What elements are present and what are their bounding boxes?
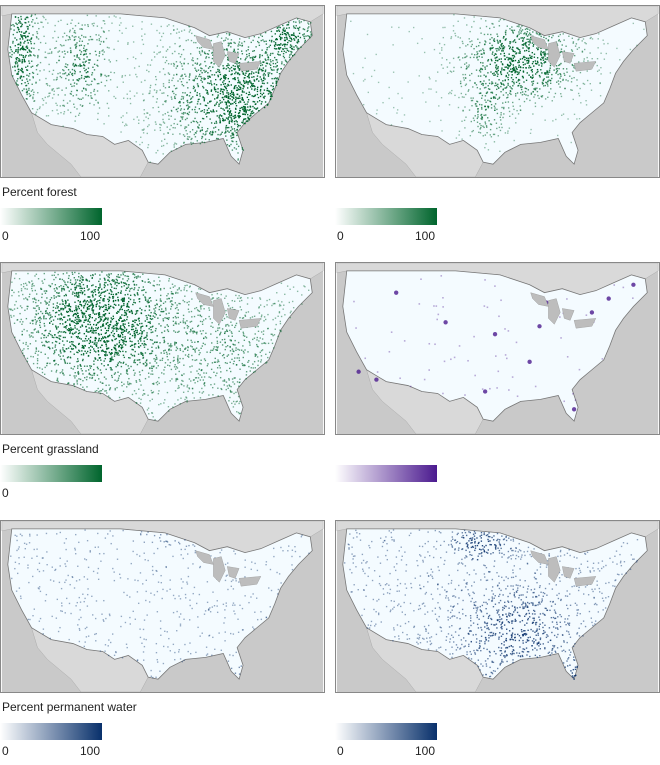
city-cluster [493, 332, 497, 336]
grassland-colorbar [0, 465, 102, 482]
city-cluster [356, 370, 360, 374]
forest-map [0, 5, 325, 178]
wetland-panel: 0 100 [335, 520, 660, 765]
developed-colorbar [335, 465, 437, 482]
forest-panel: Percent forest 0 100 [0, 5, 325, 250]
wetland-legend-max: 100 [415, 744, 435, 758]
developed-map [335, 262, 660, 435]
forest-legend-max: 100 [80, 229, 100, 243]
city-cluster [572, 407, 576, 411]
city-cluster [527, 360, 531, 364]
cropland-panel: 0 100 [335, 5, 660, 250]
grassland-legend-min: 0 [2, 486, 9, 500]
city-cluster [631, 283, 635, 287]
city-cluster [607, 296, 611, 300]
grassland-title: Percent grassland [2, 442, 99, 456]
forest-legend-min: 0 [2, 229, 9, 243]
city-cluster [394, 290, 398, 294]
cropland-colorbar [335, 208, 437, 225]
cropland-legend-max: 100 [415, 229, 435, 243]
city-cluster [374, 377, 378, 381]
permanent-water-map [0, 520, 325, 693]
grassland-map [0, 262, 325, 435]
permanent-water-legend-max: 100 [80, 744, 100, 758]
city-cluster [537, 324, 541, 328]
wetland-legend-min: 0 [337, 744, 344, 758]
city-cluster [590, 310, 594, 314]
permanent-water-legend-min: 0 [2, 744, 9, 758]
forest-colorbar [0, 208, 102, 225]
cropland-map [335, 5, 660, 178]
developed-panel [335, 262, 660, 507]
cropland-legend-min: 0 [337, 229, 344, 243]
wetland-map [335, 520, 660, 693]
city-cluster [443, 320, 447, 324]
wetland-colorbar [335, 723, 437, 740]
permanent-water-title: Percent permanent water [2, 700, 137, 714]
permanent-water-colorbar [0, 723, 102, 740]
city-cluster [483, 389, 487, 393]
forest-title: Percent forest [2, 185, 77, 199]
grassland-panel: Percent grassland 0 [0, 262, 325, 507]
permanent-water-panel: Percent permanent water 0 100 [0, 520, 325, 765]
